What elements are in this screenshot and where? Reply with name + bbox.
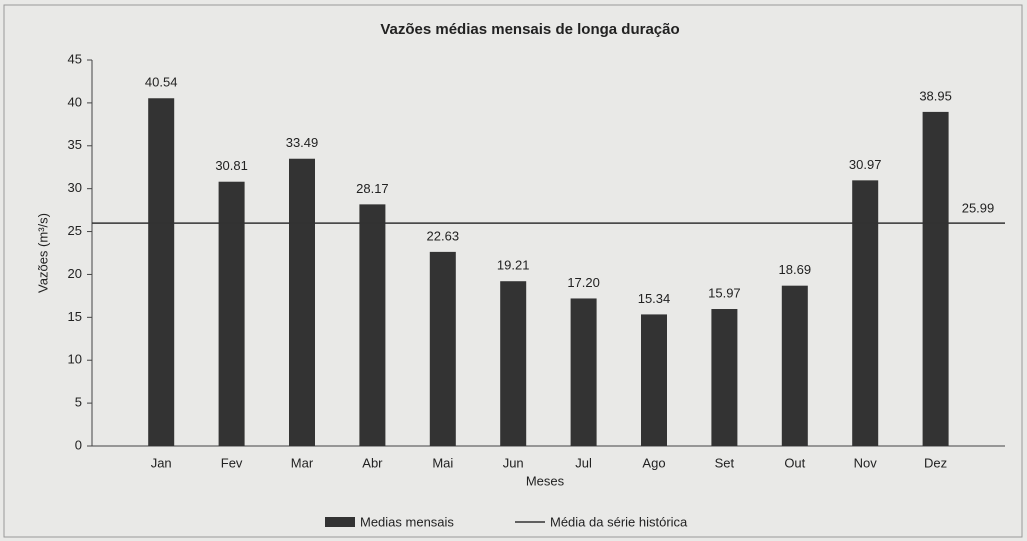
x-tick-label: Dez <box>924 455 947 470</box>
bar <box>922 111 949 446</box>
x-tick-label: Jul <box>575 455 592 470</box>
y-tick-label: 40 <box>68 94 82 109</box>
bar <box>429 251 456 446</box>
y-tick-label: 0 <box>75 437 82 452</box>
data-label: 28.17 <box>356 181 389 196</box>
data-label: 30.97 <box>849 157 882 172</box>
y-tick-label: 35 <box>68 137 82 152</box>
chart-title: Vazões médias mensais de longa duração <box>380 21 679 38</box>
data-label: 19.21 <box>497 258 530 273</box>
legend-label: Medias mensais <box>360 514 454 529</box>
bar <box>570 298 597 446</box>
data-label: 38.95 <box>919 88 952 103</box>
y-tick-label: 5 <box>75 395 82 410</box>
bar <box>218 181 245 446</box>
bar <box>781 285 808 446</box>
x-tick-label: Ago <box>642 455 665 470</box>
y-tick-label: 45 <box>68 51 82 66</box>
bar <box>289 158 315 446</box>
data-label: 22.63 <box>427 228 460 243</box>
data-label: 33.49 <box>286 135 319 150</box>
bar <box>711 309 738 446</box>
reference-label: 25.99 <box>962 201 995 216</box>
data-label: 30.81 <box>215 158 248 173</box>
x-tick-label: Mar <box>291 455 314 470</box>
x-tick-label: Out <box>784 455 805 470</box>
legend-swatch <box>325 517 355 527</box>
x-axis-label: Meses <box>526 473 565 488</box>
y-tick-label: 25 <box>68 223 82 238</box>
y-tick-label: 10 <box>68 352 82 367</box>
y-tick-label: 30 <box>68 180 82 195</box>
x-tick-label: Mai <box>432 455 453 470</box>
x-tick-label: Jan <box>151 455 172 470</box>
y-tick-label: 15 <box>68 309 82 324</box>
data-label: 17.20 <box>567 275 600 290</box>
bar <box>852 180 879 446</box>
x-tick-label: Nov <box>854 455 878 470</box>
x-tick-label: Abr <box>362 455 383 470</box>
bar <box>148 98 175 446</box>
chart-border <box>3 4 1023 538</box>
bar <box>359 204 386 446</box>
y-axis-label: Vazões (m³/s) <box>35 213 50 293</box>
bar <box>500 281 527 446</box>
x-tick-label: Set <box>715 455 735 470</box>
data-label: 15.34 <box>638 291 671 306</box>
legend-label: Média da série histórica <box>550 514 688 529</box>
x-tick-label: Fev <box>221 455 243 470</box>
y-tick-label: 20 <box>68 266 82 281</box>
x-tick-label: Jun <box>503 455 524 470</box>
data-label: 40.54 <box>145 75 178 90</box>
data-label: 15.97 <box>708 285 741 300</box>
bar <box>641 314 667 446</box>
data-label: 18.69 <box>779 262 812 277</box>
